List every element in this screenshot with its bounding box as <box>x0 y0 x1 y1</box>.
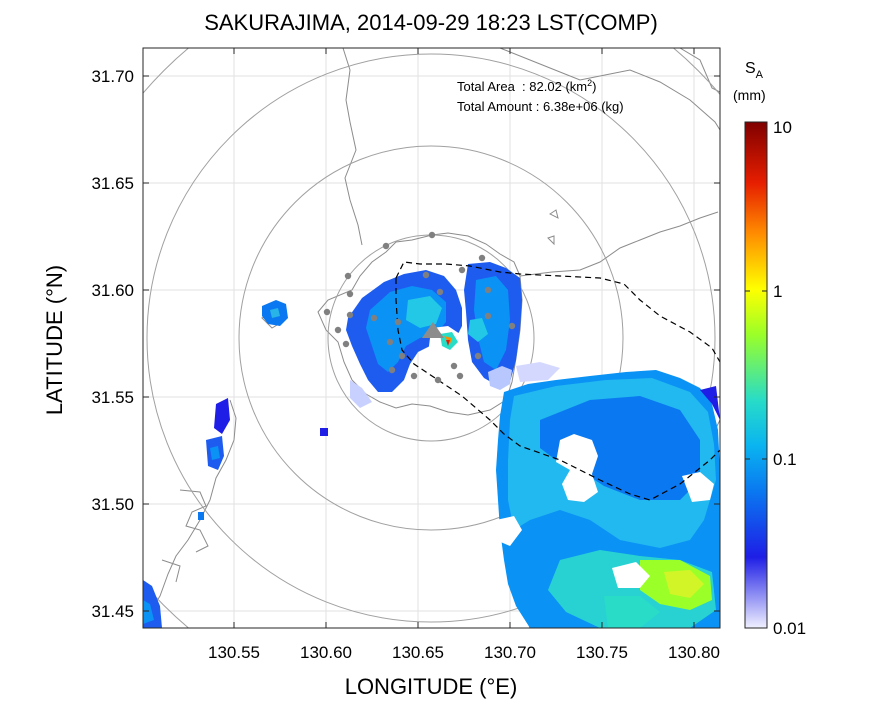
station-marker <box>484 312 492 320</box>
kagoshima-coast-north <box>342 48 363 246</box>
station-marker <box>346 290 354 298</box>
port-structures <box>161 489 209 583</box>
station-marker <box>508 322 516 330</box>
plot-frame <box>142 47 721 629</box>
colorbar-ramp <box>744 121 768 629</box>
x-tick-label: 130.65 <box>392 643 444 662</box>
colorbar-tick-label: 0.1 <box>773 450 797 469</box>
vent-triangle-icon <box>422 322 444 338</box>
islet-small <box>547 209 559 246</box>
ash-deposit-scattered <box>143 300 328 628</box>
colorbar-tick-label: 0.01 <box>773 619 806 638</box>
station-marker <box>344 272 352 280</box>
colorbar-title-symbol: SA <box>745 60 764 81</box>
station-marker <box>436 288 444 296</box>
station-marker <box>434 376 442 384</box>
station-marker <box>484 286 492 294</box>
y-tick-label: 31.45 <box>91 602 134 621</box>
station-marker <box>370 314 378 322</box>
x-tick-labels: 130.55 130.60 130.65 130.70 130.75 130.8… <box>208 643 720 662</box>
station-marker <box>428 231 436 239</box>
station-marker <box>394 318 402 326</box>
colorbar: SA (mm) 10 1 0.1 0.01 <box>733 60 806 638</box>
colorbar-tick-label: 1 <box>773 282 782 301</box>
observation-stations <box>323 231 516 384</box>
station-marker <box>334 326 342 334</box>
station-marker <box>346 311 354 319</box>
x-tick-label: 130.55 <box>208 643 260 662</box>
colorbar-tick-label: 10 <box>773 118 792 137</box>
y-tick-labels: 31.70 31.65 31.60 31.55 31.50 31.45 <box>91 67 134 621</box>
station-marker <box>478 254 486 262</box>
station-marker <box>450 362 458 370</box>
chart-title: SAKURAJIMA, 2014-09-29 18:23 LST(COMP) <box>204 10 658 35</box>
station-marker <box>458 266 466 274</box>
station-marker <box>342 340 350 348</box>
x-tick-label: 130.75 <box>576 643 628 662</box>
y-tick-label: 31.50 <box>91 495 134 514</box>
y-tick-label: 31.70 <box>91 67 134 86</box>
total-amount-text: Total Amount : 6.38e+06 (kg) <box>457 99 624 114</box>
station-marker <box>388 366 396 374</box>
tick-marks <box>143 48 720 628</box>
colorbar-title-unit: (mm) <box>733 87 766 103</box>
total-area-text: Total Area : 82.02 (km2) <box>457 78 596 94</box>
station-marker <box>323 308 331 316</box>
station-marker <box>398 352 406 360</box>
x-tick-label: 130.70 <box>484 643 536 662</box>
ash-deposit-southeast <box>496 370 720 628</box>
station-marker <box>422 271 430 279</box>
station-marker <box>474 352 482 360</box>
y-axis-label: LATITUDE (°N) <box>42 265 67 415</box>
y-tick-label: 31.60 <box>91 281 134 300</box>
x-tick-label: 130.80 <box>668 643 720 662</box>
station-marker <box>386 338 394 346</box>
station-marker <box>410 372 418 380</box>
station-marker <box>456 372 464 380</box>
station-marker <box>382 242 390 250</box>
x-axis-label: LONGITUDE (°E) <box>345 674 518 699</box>
north-east-coast <box>499 48 720 131</box>
x-tick-label: 130.60 <box>300 643 352 662</box>
ash-deposit-sakurajima <box>346 262 560 408</box>
range-ring-3 <box>146 53 716 623</box>
admin-boundary <box>395 261 720 501</box>
y-tick-label: 31.65 <box>91 174 134 193</box>
plot-area: Total Area : 82.02 (km2) Total Amount : … <box>142 47 721 629</box>
y-tick-label: 31.55 <box>91 388 134 407</box>
colorbar-ticks <box>745 290 767 460</box>
sakurajima-island-outline <box>317 232 523 416</box>
range-ring-2 <box>238 145 624 531</box>
